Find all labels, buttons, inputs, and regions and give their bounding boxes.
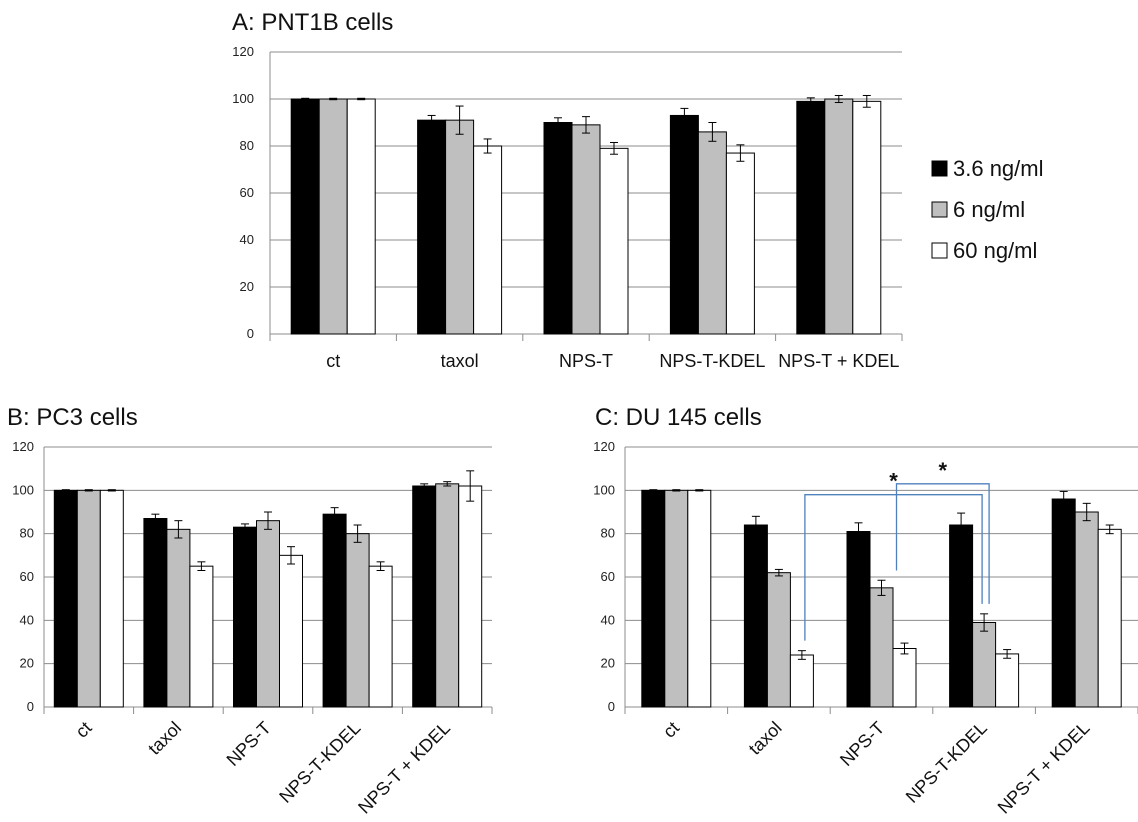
bar [412, 485, 437, 708]
bar [824, 98, 854, 335]
category-label: NPS-T + KDEL [778, 351, 899, 371]
bar [166, 528, 191, 708]
legend-swatch [931, 242, 948, 259]
category-label: taxol [144, 718, 185, 759]
y-tick-label: 120 [12, 439, 34, 454]
significance-bracket [895, 483, 990, 604]
chart-title: C: DU 145 cells [595, 404, 762, 431]
bar [641, 489, 666, 708]
bar [1097, 528, 1122, 708]
y-tick-label: 40 [240, 232, 254, 247]
category-label: ct [659, 718, 683, 742]
y-tick-label: 80 [601, 526, 615, 541]
y-tick-label: 0 [247, 326, 254, 341]
bar [290, 98, 320, 335]
y-tick-label: 60 [601, 569, 615, 584]
bar [189, 565, 214, 708]
chart-title: A: PNT1B cells [232, 9, 393, 36]
chart-title: B: PC3 cells [7, 404, 138, 431]
bar [725, 152, 755, 335]
category-label: NPS-T-KDEL [659, 351, 765, 371]
bar [892, 648, 917, 708]
y-tick-label: 120 [232, 44, 254, 59]
bar [852, 100, 882, 335]
category-label: ct [72, 718, 96, 742]
category-label: NPS-T + KDEL [994, 718, 1094, 818]
bar [458, 485, 483, 708]
bar [669, 114, 699, 335]
category-label: NPS-T-KDEL [902, 718, 991, 807]
category-label: NPS-T [836, 718, 888, 770]
legend-swatch [931, 201, 948, 218]
category-label: taxol [745, 718, 786, 759]
category-label: NPS-T + KDEL [354, 718, 454, 818]
y-tick-label: 80 [20, 526, 34, 541]
y-tick-label: 100 [593, 482, 615, 497]
bar [796, 100, 826, 335]
bar [143, 518, 168, 708]
significance-star: * [889, 469, 898, 494]
bar [949, 524, 974, 708]
bar [322, 513, 347, 708]
chart-pnt1b: A: PNT1B cells 0 20 40 60 80 100 120 ct taxol NPS-… [232, 9, 903, 371]
bar [279, 554, 303, 708]
y-tick-label: 40 [20, 612, 34, 627]
bar [368, 565, 393, 708]
y-tick-label: 0 [608, 699, 615, 714]
legend-label: 6 ng/ml [953, 197, 1025, 222]
bar [256, 520, 280, 708]
y-tick-label: 100 [232, 91, 254, 106]
legend-label: 60 ng/ml [953, 238, 1037, 263]
category-label: NPS-T [559, 351, 613, 371]
y-tick-label: 60 [20, 569, 34, 584]
bar [972, 622, 997, 708]
bar [417, 119, 447, 335]
bar [664, 489, 689, 708]
y-tick-label: 0 [27, 699, 34, 714]
bar [435, 483, 460, 708]
y-tick-label: 20 [240, 279, 254, 294]
y-tick-label: 120 [593, 439, 615, 454]
bar [995, 653, 1020, 708]
legend-label: 3.6 ng/ml [953, 156, 1044, 181]
bar [1051, 498, 1076, 708]
bar [687, 489, 712, 708]
legend-swatch [931, 160, 948, 177]
y-tick-label: 40 [601, 612, 615, 627]
bar [543, 122, 573, 335]
y-tick-label: 80 [240, 138, 254, 153]
bar [789, 654, 814, 708]
bar [571, 124, 601, 335]
significance-bracket [804, 494, 983, 641]
legend: 3.6 ng/ml 6 ng/ml 60 ng/ml [931, 156, 1044, 263]
bar [233, 526, 257, 708]
bar [346, 98, 376, 335]
bar [599, 147, 629, 335]
bar [743, 524, 768, 708]
bar [53, 489, 78, 708]
bar [473, 145, 503, 335]
y-tick-label: 20 [20, 656, 34, 671]
bar [445, 119, 475, 335]
significance-star: * [939, 458, 948, 483]
y-tick-label: 60 [240, 185, 254, 200]
category-label: NPS-T [223, 718, 275, 770]
chart-du145: C: DU 145 cells 0 20 40 60 80 100 120 ct taxol NPS… [593, 404, 1138, 818]
category-label: ct [326, 351, 340, 371]
bar [345, 533, 370, 708]
bar [76, 489, 101, 708]
bar [869, 587, 894, 708]
bar [846, 531, 871, 708]
y-tick-label: 100 [12, 482, 34, 497]
bar [1074, 511, 1099, 708]
bar [766, 572, 791, 708]
category-label: taxol [441, 351, 479, 371]
bar [697, 131, 727, 335]
y-tick-label: 20 [601, 656, 615, 671]
bar [318, 98, 348, 335]
category-label: NPS-T-KDEL [275, 718, 364, 807]
bar [99, 489, 124, 708]
